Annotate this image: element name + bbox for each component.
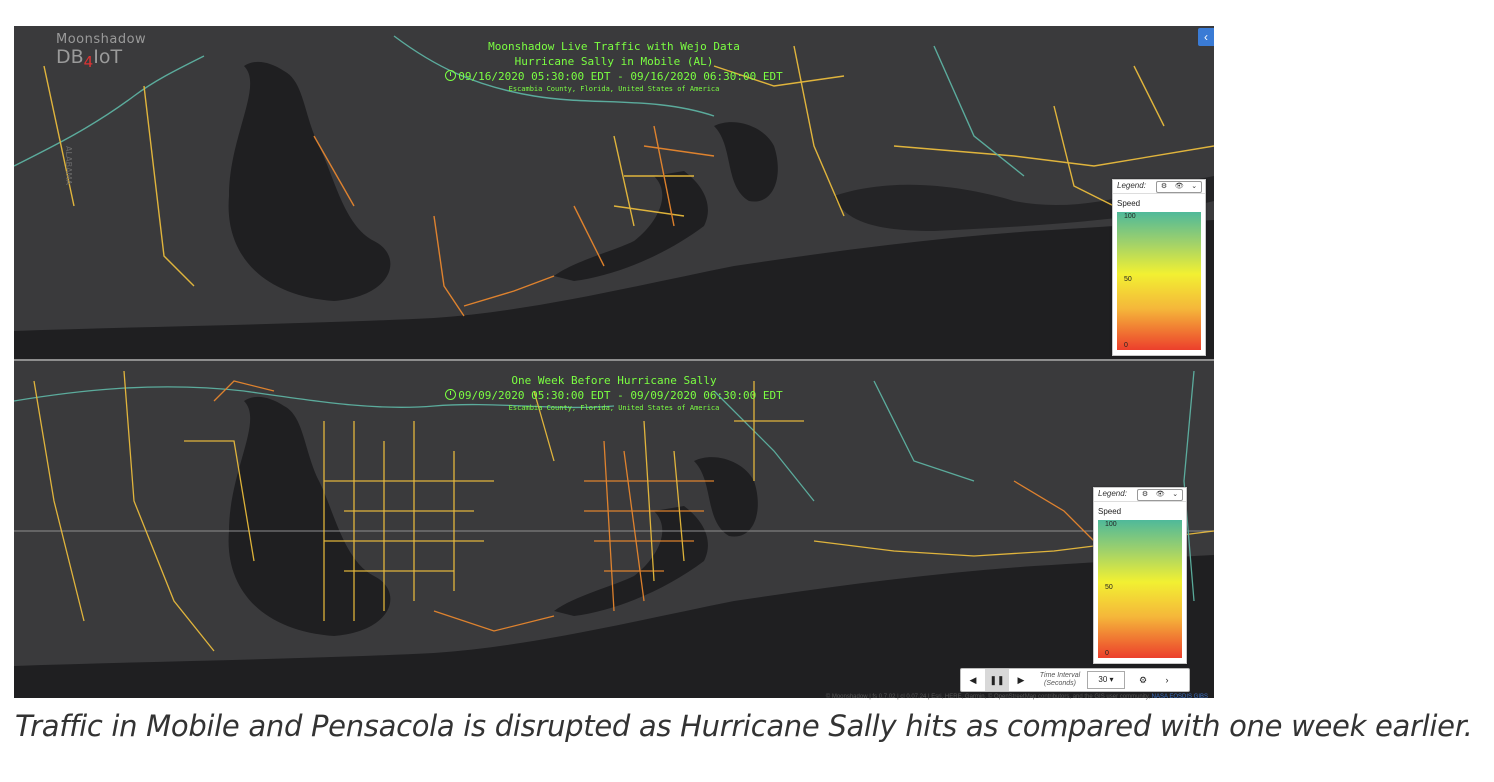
figure-caption: Traffic in Mobile and Pensacola is disru… [15,709,1473,743]
gear-icon[interactable]: ⚙ [1141,491,1149,498]
top-panel-header: Moonshadow Live Traffic with Wejo Data H… [14,39,1214,94]
pause-button[interactable]: ❚❚ [985,669,1009,691]
map-panel-during-hurricane[interactable]: ALABAMA Moonshadow DB4IoT Moonshadow Liv… [14,26,1214,359]
legend-min: 0 [1105,650,1109,657]
legend-title: Legend: [1098,489,1127,498]
legend-max: 100 [1105,521,1117,528]
legend-panel-bottom: Legend: ⚙ 👁 ⌄ Speed 100 50 0 [1093,487,1187,664]
db4iot-logo: Moonshadow DB4IoT [56,32,146,72]
legend-mid: 50 [1105,584,1113,591]
legend-max: 100 [1124,213,1136,220]
attribution-text: © Moonshadow | fs 0.7.02 | cl 0.07.24 | … [825,694,1150,700]
logo-brand: Moonshadow [56,32,147,47]
map-panel-week-before[interactable]: One Week Before Hurricane Sally 09/09/20… [14,361,1214,698]
top-panel-time-range: 09/16/2020 05:30:00 EDT - 09/16/2020 06:… [14,69,1214,84]
next-button[interactable]: ▶ [1017,675,1025,685]
time-interval-label: Time Interval (Seconds) [1039,672,1081,687]
settings-button[interactable]: ⚙ [1138,675,1148,685]
map-basemap-top: ALABAMA [14,26,1214,359]
legend-header: Legend: ⚙ 👁 ⌄ [1094,488,1186,502]
eye-icon[interactable]: 👁 [1155,491,1165,498]
top-panel-subtitle: Hurricane Sally in Mobile (AL) [514,55,714,68]
bottom-panel-location: Escambia County, Florida, United States … [508,404,720,412]
map-attribution: © Moonshadow | fs 0.7.02 | cl 0.07.24 | … [14,694,1208,700]
legend-mid: 50 [1124,276,1132,283]
collapse-panel-button[interactable]: ‹ [1198,28,1214,46]
legend-title: Legend: [1117,181,1146,190]
chevron-down-icon[interactable]: ⌄ [1191,183,1198,190]
map-basemap-bottom [14,361,1214,698]
legend-gradient: 100 50 0 [1117,212,1201,350]
expand-button[interactable]: › [1165,675,1169,685]
attribution-link[interactable]: NASA EOSDIS GIBS [1151,694,1208,700]
legend-field: Speed [1098,507,1122,516]
legend-field: Speed [1117,199,1141,208]
chevron-down-icon[interactable]: ⌄ [1172,491,1179,498]
time-interval-select[interactable]: 30 ▾ [1087,671,1125,689]
top-panel-title: Moonshadow Live Traffic with Wejo Data [488,40,740,53]
legend-header: Legend: ⚙ 👁 ⌄ [1113,180,1205,194]
panel-divider[interactable] [14,359,1214,361]
bottom-panel-header: One Week Before Hurricane Sally 09/09/20… [14,373,1214,413]
legend-tools: ⚙ 👁 ⌄ [1137,489,1183,501]
clock-icon [445,70,457,81]
state-label-alabama: ALABAMA [64,146,73,185]
legend-panel-top: Legend: ⚙ 👁 ⌄ Speed 100 50 0 [1112,179,1206,356]
gear-icon[interactable]: ⚙ [1160,183,1168,190]
eye-icon[interactable]: 👁 [1174,183,1184,190]
legend-gradient: 100 50 0 [1098,520,1182,658]
clock-icon [445,389,457,400]
prev-button[interactable]: ◀ [969,675,977,685]
top-panel-location: Escambia County, Florida, United States … [508,85,720,93]
legend-min: 0 [1124,342,1128,349]
logo-product: DB4IoT [56,46,123,71]
bottom-panel-time-range: 09/09/2020 05:30:00 EDT - 09/09/2020 06:… [14,388,1214,403]
playback-controls: ◀ ❚❚ ▶ Time Interval (Seconds) 30 ▾ ⚙ › [960,668,1190,692]
bottom-panel-title: One Week Before Hurricane Sally [511,374,717,387]
legend-tools: ⚙ 👁 ⌄ [1156,181,1202,193]
map-view[interactable]: ALABAMA Moonshadow DB4IoT Moonshadow Liv… [14,26,1214,698]
